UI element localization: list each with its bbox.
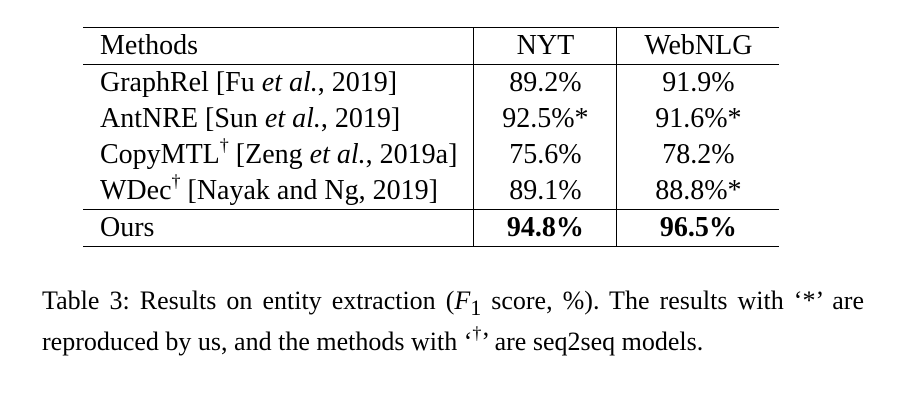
method-name: WDec <box>100 175 172 206</box>
method-cell: AntNRE [Sun et al., 2019] <box>83 101 474 137</box>
nyt-score: 89.1% <box>473 173 618 210</box>
method-cell: GraphRel [Fu et al., 2019] <box>83 65 474 102</box>
citation-year: , 2019] <box>317 67 398 98</box>
table-row: CopyMTL† [Zeng et al., 2019a] 75.6% 78.2… <box>83 134 779 173</box>
caption-text: score, %). The results with ‘*’ are repr… <box>42 286 865 357</box>
webnlg-score: 78.2% <box>662 139 735 170</box>
method-name: AntNRE <box>100 103 198 134</box>
webnlg-score: 91.6%* <box>655 103 742 134</box>
citation-year: , 2019] <box>320 103 401 134</box>
citation-text: [Sun <box>198 103 265 134</box>
citation-text: [Nayak and Ng, 2019] <box>180 175 438 206</box>
caption-label: Table 3: <box>42 286 130 315</box>
results-table-container: Methods NYT WebNLG GraphRel [Fu et al., … <box>83 27 780 247</box>
seq2seq-marker: † <box>219 134 229 155</box>
citation-etal: et al. <box>261 67 318 98</box>
f1-subscript: 1 <box>470 296 482 321</box>
table-row: WDec† [Nayak and Ng, 2019] 89.1% 88.8%* <box>83 170 779 210</box>
header-methods: Methods <box>83 27 474 65</box>
table-caption: Table 3: Results on entity extraction (F… <box>42 284 864 358</box>
header-webnlg: WebNLG <box>616 27 780 65</box>
dagger-symbol: † <box>472 322 482 343</box>
method-cell: CopyMTL† [Zeng et al., 2019a] <box>83 134 474 173</box>
caption-text: Results on entity extraction ( <box>129 286 455 315</box>
table-row: AntNRE [Sun et al., 2019] 92.5%* 91.6%* <box>83 101 779 137</box>
method-name: GraphRel <box>100 67 209 98</box>
caption-text: ’ are seq2seq models. <box>481 327 704 357</box>
nyt-score: 75.6% <box>473 137 618 173</box>
header-nyt: NYT <box>473 27 618 65</box>
citation-year: , 2019a] <box>365 139 458 170</box>
nyt-score-ours: 94.8% <box>473 209 618 247</box>
citation-text: [Zeng <box>228 139 310 170</box>
results-table: Methods NYT WebNLG GraphRel [Fu et al., … <box>83 27 780 247</box>
method-cell: WDec† [Nayak and Ng, 2019] <box>83 170 474 210</box>
method-name: CopyMTL <box>100 139 220 170</box>
citation-etal: et al. <box>264 103 321 134</box>
method-name-ours: Ours <box>83 209 474 247</box>
seq2seq-marker: † <box>171 170 181 191</box>
citation-etal: et al. <box>309 139 366 170</box>
nyt-score: 92.5%* <box>473 101 618 137</box>
table-row-ours: Ours 94.8% 96.5% <box>83 209 780 247</box>
citation-text: [Fu <box>208 67 262 98</box>
table-header-row: Methods NYT WebNLG <box>83 27 780 65</box>
table-row: GraphRel [Fu et al., 2019] 89.2% 91.9% <box>83 64 779 102</box>
webnlg-score-ours: 96.5% <box>616 209 780 247</box>
nyt-score: 89.2% <box>473 64 618 101</box>
f1-letter: F <box>454 286 471 315</box>
webnlg-score: 91.9% <box>662 67 735 98</box>
webnlg-score: 88.8%* <box>655 175 742 206</box>
